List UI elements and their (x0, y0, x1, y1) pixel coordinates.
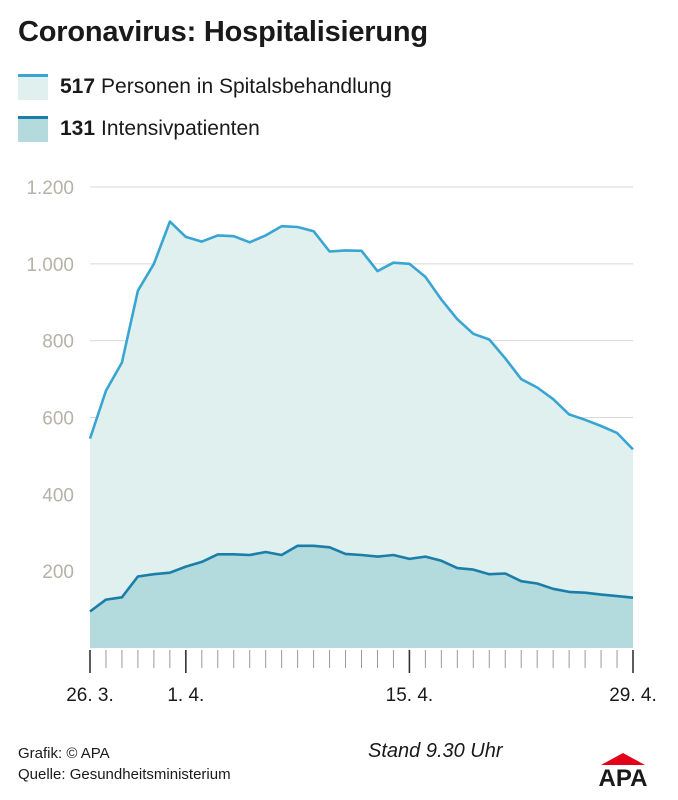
legend-swatch-hospital (18, 74, 48, 100)
y-tick-label: 1.200 (26, 178, 74, 199)
area-icu (90, 545, 633, 648)
y-tick-label: 400 (42, 485, 74, 506)
legend-label-icu: Intensivpatienten (101, 117, 260, 140)
y-tick-label: 800 (42, 332, 74, 353)
x-tick-label: 1. 4. (167, 685, 204, 706)
footer-credits: Grafik: © APA Quelle: Gesundheitsministe… (18, 743, 231, 785)
line-icu (89, 544, 634, 613)
legend-item-icu: 131 Intensivpatienten (18, 114, 260, 144)
y-tick-label: 200 (42, 562, 74, 583)
legend-item-hospital: 517 Personen in Spitalsbehandlung (18, 72, 392, 102)
y-tick-label: 600 (42, 409, 74, 430)
chart-title: Coronavirus: Hospitalisierung (18, 16, 428, 48)
x-tick-label: 15. 4. (386, 685, 434, 706)
line-hospital (88, 220, 634, 451)
svg-text:APA: APA (599, 765, 648, 787)
y-tick-label: 1.000 (26, 255, 74, 276)
area-hospital (90, 221, 633, 648)
footer-stand: Stand 9.30 Uhr (368, 740, 503, 762)
x-tick-label: 26. 3. (66, 685, 114, 706)
footer-grafik: Grafik: © APA (18, 745, 110, 762)
chart-plot: 200 400 600 800 1.000 1.200 26. 3. 1. 4. 15. 4. 2… (26, 178, 657, 706)
legend-number-icu: 131 (60, 117, 96, 140)
legend-label-hospital: Personen in Spitalsbehandlung (101, 75, 392, 98)
x-tick-label: 29. 4. (609, 685, 657, 706)
apa-logo: APA (599, 753, 648, 787)
legend-number-hospital: 517 (60, 75, 96, 98)
footer-quelle: Quelle: Gesundheitsministerium (18, 766, 231, 783)
legend-swatch-icu (18, 116, 48, 142)
